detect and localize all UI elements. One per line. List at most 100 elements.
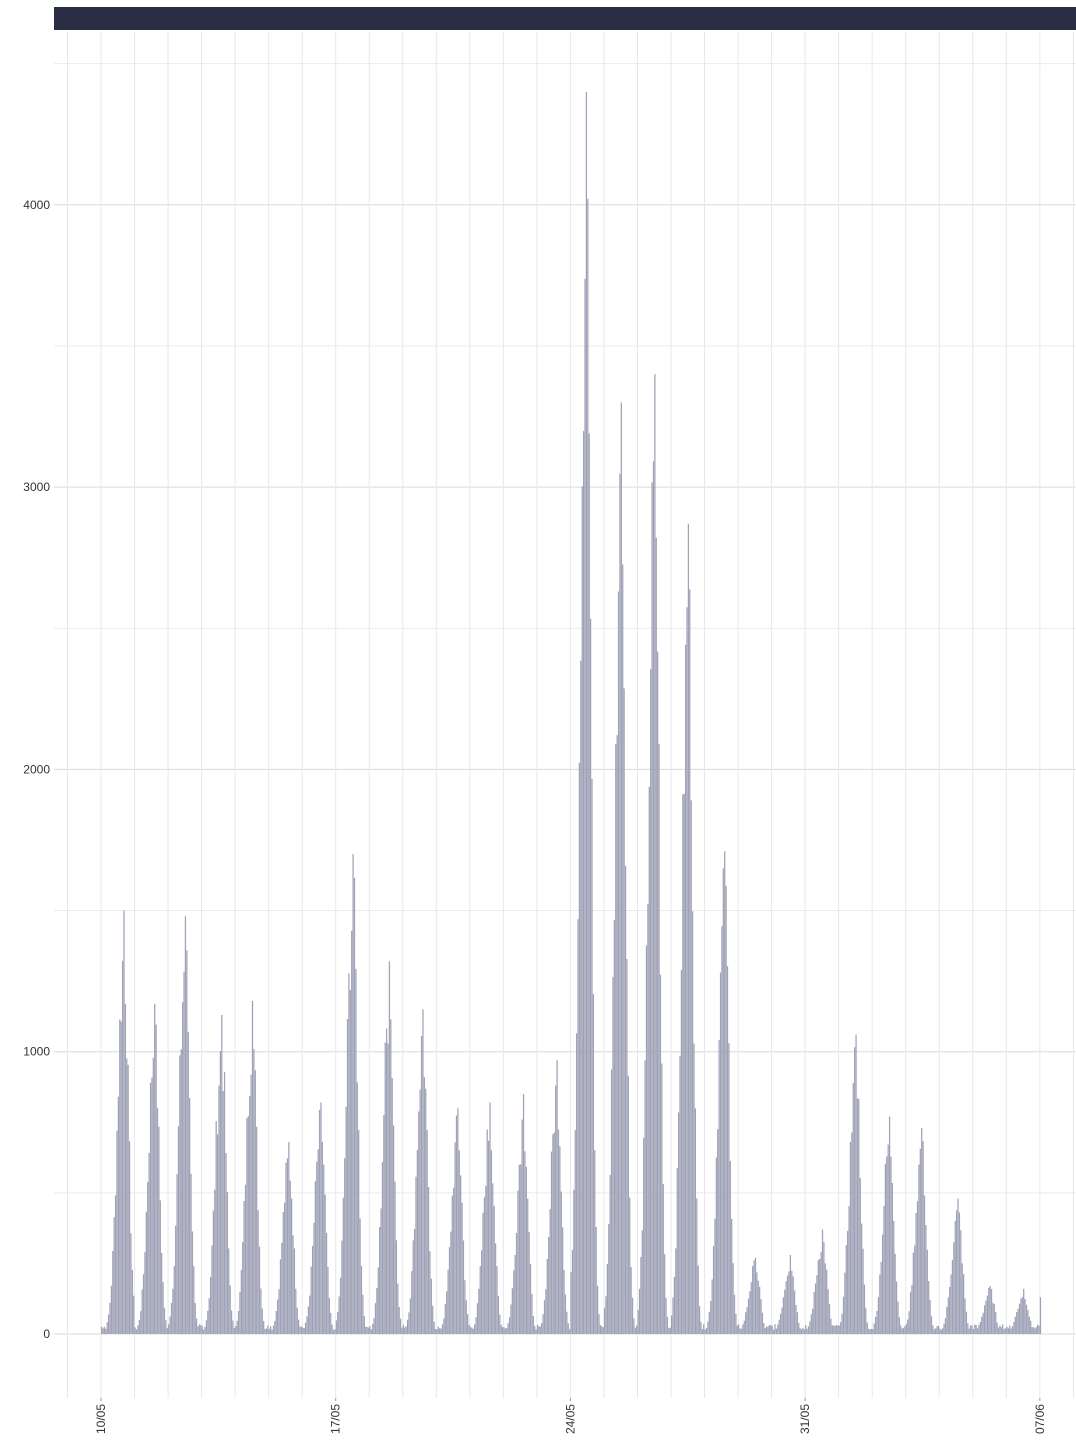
- bar: [736, 1325, 738, 1334]
- bar: [711, 1279, 713, 1334]
- bar: [369, 1326, 371, 1334]
- bar: [616, 735, 618, 1334]
- bar: [657, 651, 659, 1334]
- bar: [577, 919, 579, 1334]
- bar: [623, 688, 625, 1334]
- bar: [844, 1272, 846, 1334]
- bar: [696, 1198, 698, 1334]
- bar: [757, 1280, 759, 1334]
- bar: [777, 1324, 779, 1334]
- bar: [260, 1288, 262, 1334]
- bar: [356, 1082, 358, 1334]
- bar: [654, 374, 656, 1334]
- bar: [872, 1328, 874, 1334]
- bar: [678, 1112, 680, 1334]
- x-tick-label: 10/05: [94, 1404, 108, 1434]
- bar: [434, 1329, 437, 1334]
- bar: [291, 1198, 293, 1334]
- bar: [835, 1324, 838, 1334]
- bar: [717, 1129, 719, 1334]
- bar: [281, 1242, 283, 1334]
- bar: [915, 1212, 917, 1334]
- bar: [672, 1297, 674, 1334]
- bar: [127, 1064, 129, 1334]
- bar: [613, 919, 615, 1334]
- bar: [731, 1218, 733, 1334]
- bar: [841, 1313, 843, 1334]
- bar: [268, 1328, 270, 1334]
- bar: [876, 1311, 878, 1334]
- bar: [949, 1286, 951, 1334]
- bar: [303, 1328, 305, 1334]
- bar: [377, 1267, 379, 1334]
- bar: [930, 1316, 933, 1334]
- bar: [130, 1233, 132, 1334]
- bar: [306, 1316, 308, 1334]
- bar: [426, 1130, 428, 1334]
- bar: [884, 1163, 887, 1334]
- bar: [198, 1324, 201, 1334]
- bar: [325, 1232, 328, 1334]
- bar: [265, 1328, 268, 1334]
- bar: [327, 1266, 329, 1334]
- bar: [901, 1328, 903, 1334]
- bar: [971, 1325, 973, 1334]
- bar: [296, 1307, 298, 1334]
- bar: [563, 1269, 565, 1334]
- bar: [427, 1187, 430, 1334]
- bar: [828, 1304, 831, 1334]
- bar: [905, 1323, 907, 1334]
- bar: [144, 1252, 146, 1334]
- bar: [246, 1117, 248, 1334]
- bar: [705, 1327, 708, 1334]
- bar: [668, 1328, 670, 1334]
- bar: [781, 1307, 783, 1334]
- bar: [759, 1286, 761, 1334]
- bar: [740, 1328, 743, 1334]
- bar: [170, 1302, 173, 1334]
- bar: [1027, 1309, 1029, 1334]
- bar: [472, 1328, 474, 1334]
- bar: [1000, 1327, 1002, 1334]
- bar: [764, 1328, 766, 1334]
- bar: [877, 1297, 880, 1334]
- bar: [215, 1121, 217, 1334]
- bar: [534, 1325, 536, 1334]
- bar: [309, 1295, 311, 1334]
- bar: [636, 1325, 638, 1334]
- bar: [359, 1218, 361, 1334]
- bar: [897, 1301, 899, 1334]
- bar: [989, 1286, 991, 1334]
- bar: [761, 1312, 764, 1334]
- bar: [469, 1326, 472, 1334]
- bar: [398, 1306, 400, 1334]
- bar: [413, 1229, 416, 1334]
- bar: [697, 1265, 699, 1334]
- bar: [539, 1326, 541, 1334]
- bar: [937, 1325, 940, 1334]
- bar: [587, 198, 589, 1335]
- y-tick-label: 0: [43, 1327, 50, 1341]
- bar: [936, 1326, 938, 1334]
- bar: [328, 1298, 330, 1334]
- bar: [847, 1230, 849, 1334]
- bar: [1020, 1298, 1022, 1334]
- bar: [694, 1108, 697, 1334]
- bar: [562, 1227, 564, 1334]
- bar: [367, 1327, 370, 1334]
- bar: [114, 1195, 117, 1334]
- bar: [161, 1252, 163, 1334]
- bar: [543, 1300, 546, 1334]
- bar: [979, 1322, 982, 1334]
- bar: [814, 1283, 817, 1334]
- bar: [855, 1034, 857, 1334]
- bar: [592, 993, 595, 1334]
- bar: [746, 1307, 748, 1334]
- bar: [542, 1314, 544, 1334]
- bar: [773, 1329, 775, 1334]
- bar: [617, 591, 620, 1334]
- bar: [598, 1314, 600, 1334]
- bar: [881, 1234, 884, 1334]
- bar: [819, 1258, 821, 1334]
- bar: [508, 1317, 511, 1334]
